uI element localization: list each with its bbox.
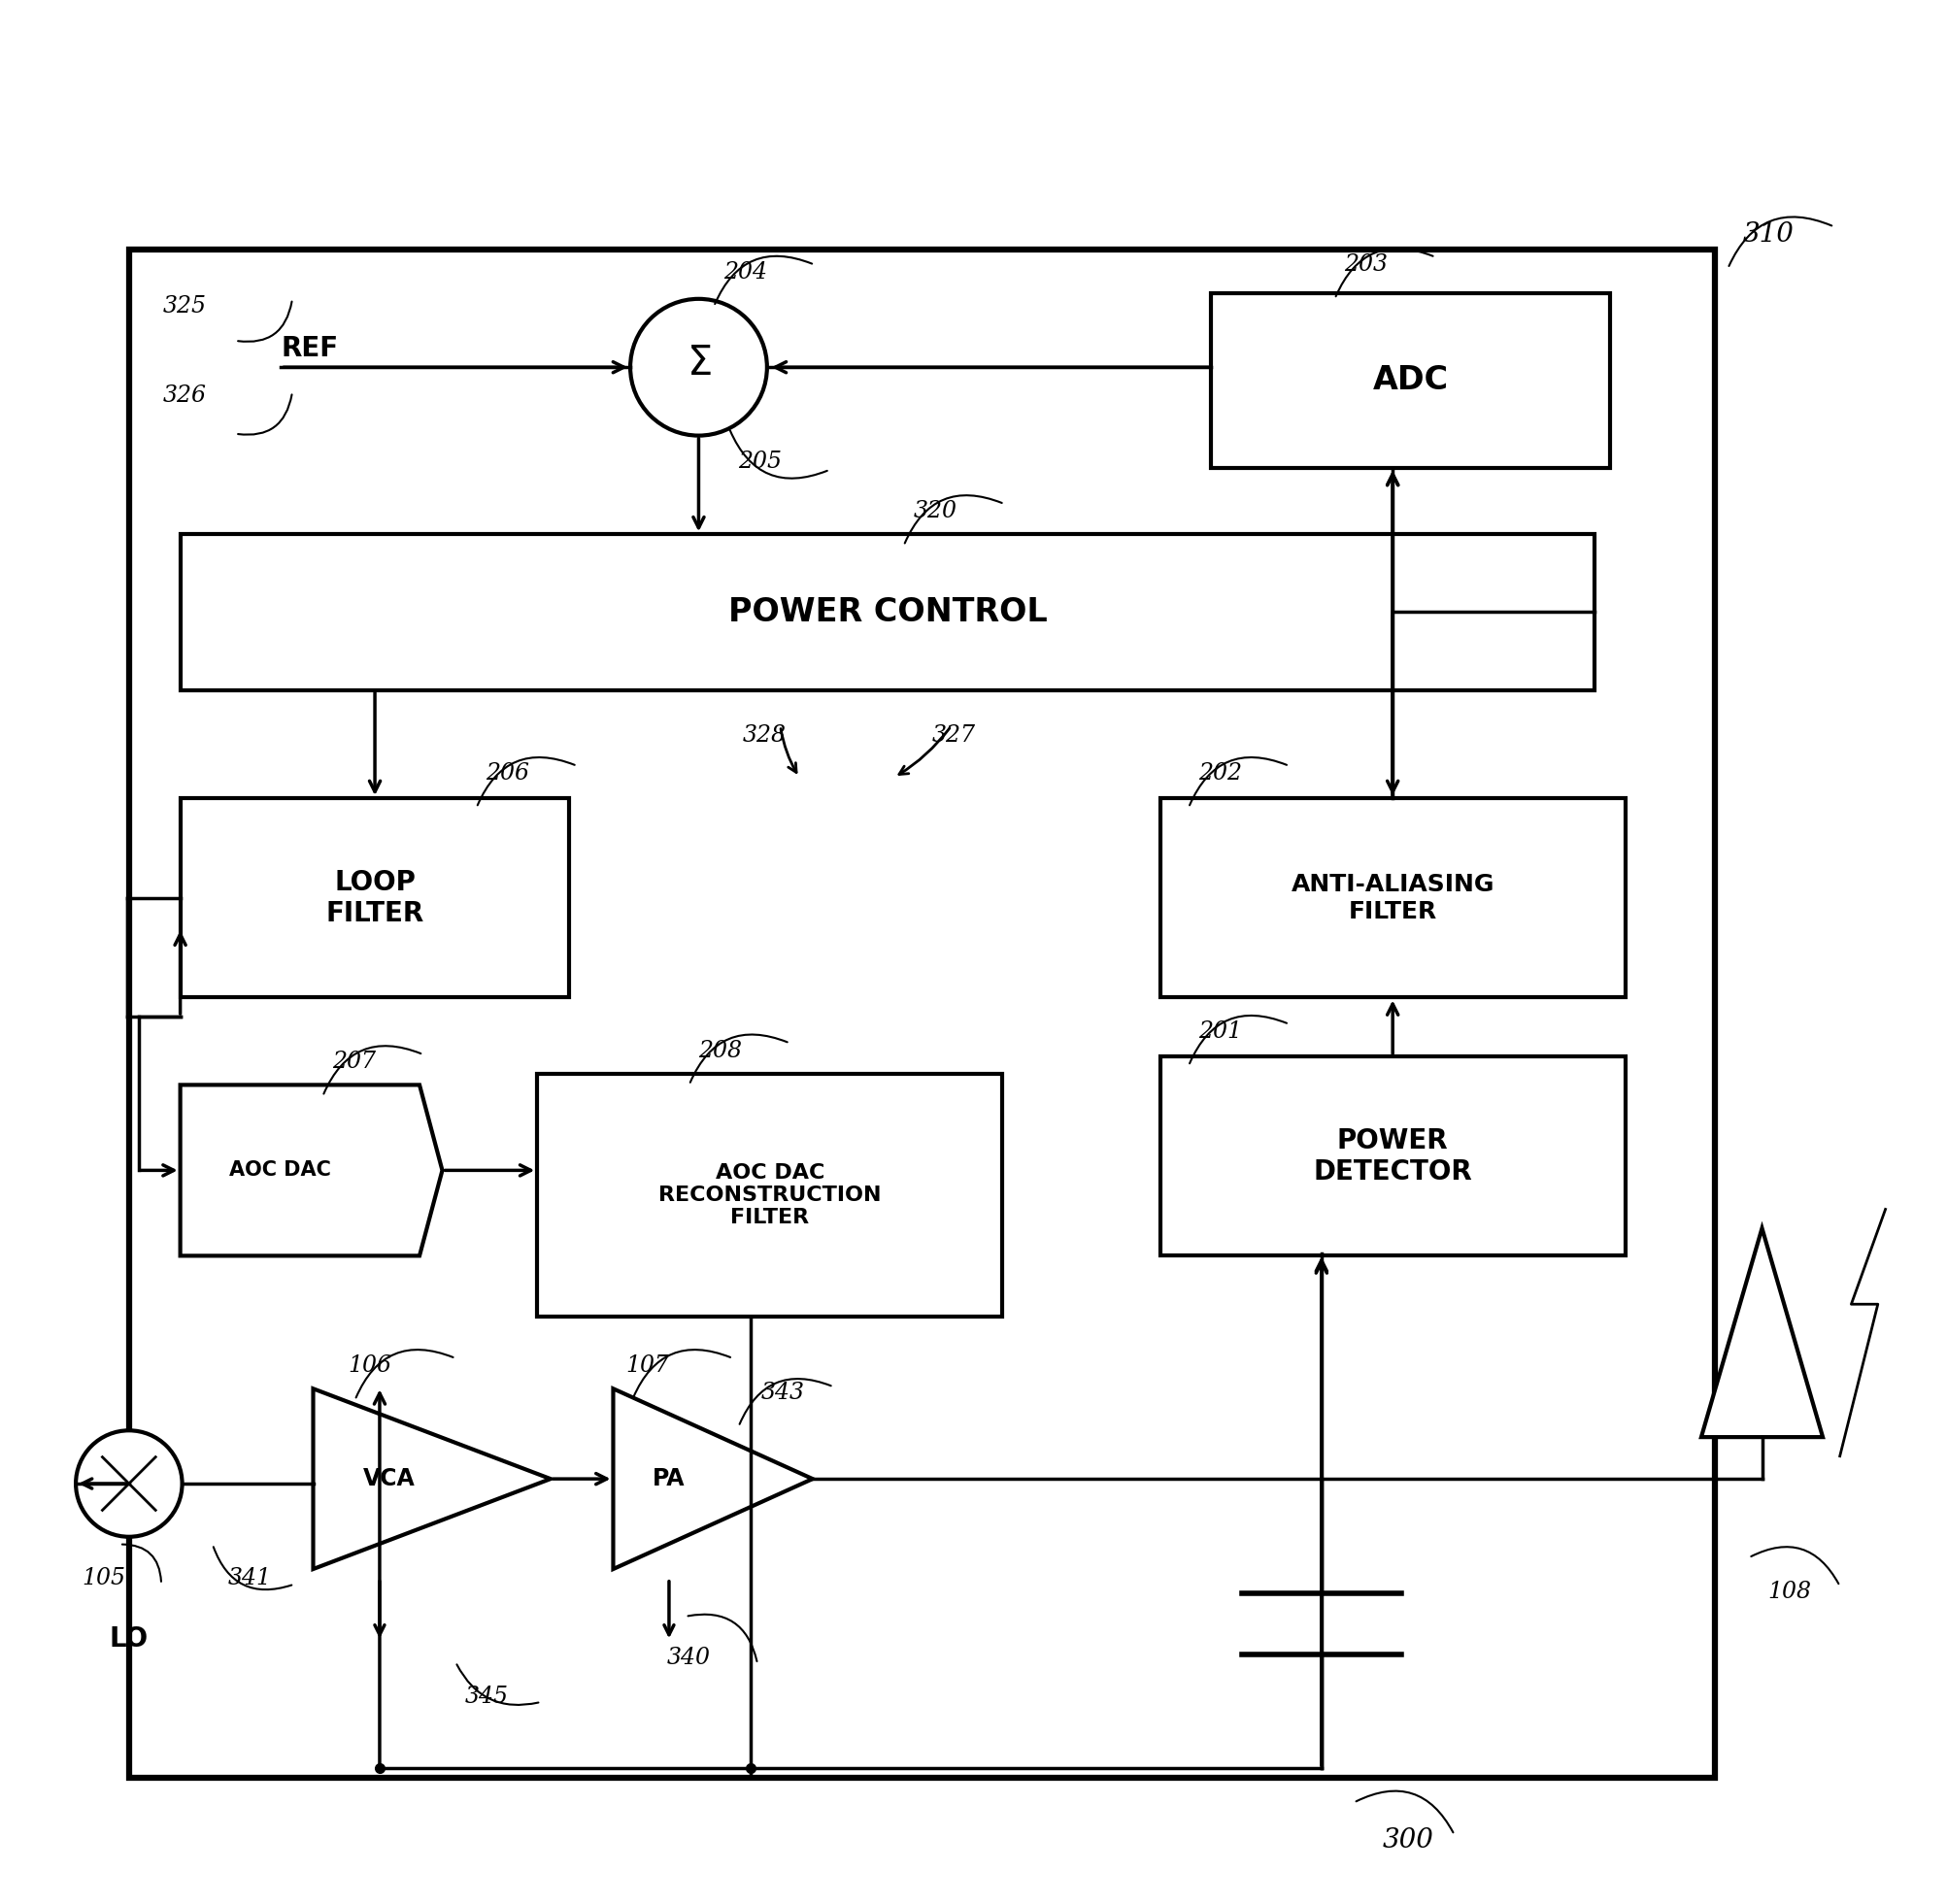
Bar <box>181 535 1595 689</box>
Text: 202: 202 <box>1197 762 1240 784</box>
Text: 203: 203 <box>1343 253 1388 276</box>
Text: ANTI-ALIASING
FILTER: ANTI-ALIASING FILTER <box>1291 872 1493 923</box>
Polygon shape <box>313 1388 551 1569</box>
Text: 328: 328 <box>742 724 787 746</box>
Text: 343: 343 <box>761 1380 804 1403</box>
Polygon shape <box>1700 1228 1822 1438</box>
Text: AOC DAC
RECONSTRUCTION
FILTER: AOC DAC RECONSTRUCTION FILTER <box>658 1163 880 1228</box>
Text: 327: 327 <box>933 724 975 746</box>
Bar <box>1211 293 1610 468</box>
Polygon shape <box>181 1085 442 1257</box>
Text: PA: PA <box>652 1468 685 1491</box>
Text: 206: 206 <box>485 762 530 784</box>
Text: 107: 107 <box>625 1356 670 1377</box>
Text: 300: 300 <box>1382 1828 1433 1854</box>
Polygon shape <box>613 1388 812 1569</box>
Text: 326: 326 <box>164 385 206 407</box>
Text: $\Sigma$: $\Sigma$ <box>685 343 711 385</box>
Text: LO: LO <box>109 1626 148 1653</box>
Circle shape <box>631 299 767 436</box>
Text: AOC DAC: AOC DAC <box>230 1161 331 1180</box>
Bar <box>181 798 569 998</box>
Text: 310: 310 <box>1743 221 1793 248</box>
Text: LOOP
FILTER: LOOP FILTER <box>325 868 424 927</box>
Text: 108: 108 <box>1766 1580 1811 1603</box>
Text: VCA: VCA <box>362 1468 415 1491</box>
Text: 204: 204 <box>722 261 767 284</box>
Text: 325: 325 <box>164 295 206 318</box>
Text: 345: 345 <box>465 1685 508 1708</box>
Text: 105: 105 <box>82 1567 125 1590</box>
Text: 320: 320 <box>913 501 956 524</box>
Text: 208: 208 <box>699 1040 742 1062</box>
Text: 205: 205 <box>738 451 783 474</box>
Text: 207: 207 <box>333 1051 376 1074</box>
Text: 106: 106 <box>349 1356 391 1377</box>
Text: 201: 201 <box>1197 1021 1240 1043</box>
Text: REF: REF <box>280 335 339 362</box>
Text: POWER
DETECTOR: POWER DETECTOR <box>1312 1127 1472 1186</box>
Text: ADC: ADC <box>1373 364 1449 396</box>
Bar <box>129 249 1713 1778</box>
Text: POWER CONTROL: POWER CONTROL <box>728 596 1047 628</box>
Text: 340: 340 <box>666 1647 711 1670</box>
Bar <box>1160 798 1624 998</box>
Bar <box>537 1074 1003 1316</box>
Circle shape <box>76 1430 183 1537</box>
Bar <box>1160 1057 1624 1257</box>
Text: 341: 341 <box>228 1567 271 1590</box>
